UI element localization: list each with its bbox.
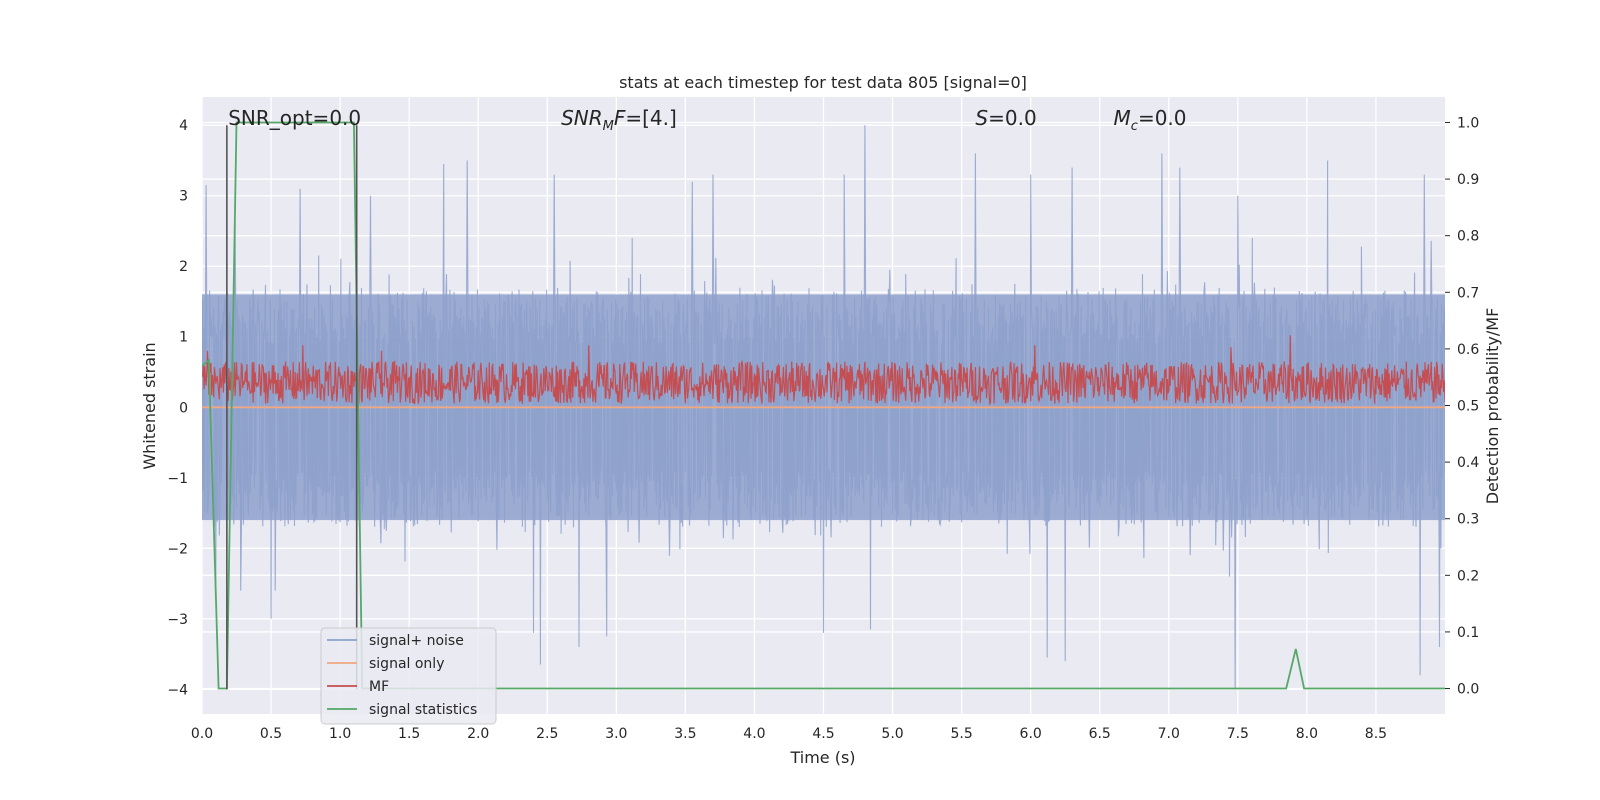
x-tick-label: 2.5 (536, 726, 558, 742)
x-tick-label: 7.0 (1158, 726, 1180, 742)
x-tick-label: 7.5 (1227, 726, 1249, 742)
x-tick-label: 6.0 (1020, 726, 1042, 742)
left-y-axis-label: Whitened strain (140, 342, 159, 469)
annotation-part: =[4.] (625, 106, 676, 130)
x-tick-label: 2.0 (467, 726, 489, 742)
right-y-tick-label: 0.2 (1457, 568, 1479, 584)
annotation-part: M (1114, 106, 1131, 130)
right-y-tick-labels: 1.0 0.9 0.8 0.7 0.6 0.5 0.4 0.3 0.2 0.1 0.0 (1445, 115, 1479, 698)
x-tick-label: 5.5 (950, 726, 972, 742)
chart-title: stats at each timestep for test data 805… (619, 73, 1027, 92)
right-y-tick-label: 0.0 (1457, 682, 1479, 698)
left-y-tick-label: −1 (167, 471, 188, 487)
right-y-tick-label: 0.7 (1457, 285, 1479, 301)
legend: signal+ noise signal only MF signal statist… (320, 627, 497, 725)
left-y-tick-label: 1 (179, 330, 188, 346)
x-axis-label: Time (s) (789, 748, 855, 767)
x-tick-label: 0.5 (260, 726, 282, 742)
x-tick-label: 6.5 (1089, 726, 1111, 742)
annotations: SNR_opt=0.0 SNRMF=[4.] S=0.0 Mc=0.0 (228, 106, 1186, 134)
legend-label: signal+ noise (369, 633, 464, 649)
x-tick-labels: 0.0 0.5 1.0 1.5 2.0 2.5 3.0 3.5 4.0 4.5 5.0 5.5 6.0 6… (191, 726, 1387, 742)
right-y-tick-label: 0.9 (1457, 172, 1479, 188)
legend-label: MF (369, 679, 389, 695)
x-tick-label: 3.0 (605, 726, 627, 742)
x-tick-label: 3.5 (674, 726, 696, 742)
series-layer (202, 121, 1445, 690)
series-mf-line (202, 335, 1445, 406)
annotation-part: F (614, 106, 626, 130)
x-tick-label: 5.0 (881, 726, 903, 742)
right-y-tick-label: 0.5 (1457, 399, 1479, 415)
series-signal-statistics-line (202, 121, 1445, 690)
x-tick-label: 8.0 (1296, 726, 1318, 742)
x-tick-label: 0.0 (191, 726, 213, 742)
right-y-tick-label: 0.1 (1457, 625, 1479, 641)
legend-label: signal statistics (369, 702, 477, 718)
x-tick-label: 4.0 (743, 726, 765, 742)
annotation-part: M (603, 119, 614, 134)
right-y-tick-label: 1.0 (1457, 115, 1479, 131)
left-y-tick-label: −4 (167, 682, 188, 698)
annotation-text: S=0.0 (975, 106, 1036, 130)
right-y-tick-label: 0.3 (1457, 512, 1479, 528)
annotation-text: SNR_opt=0.0 (228, 106, 361, 130)
left-y-tick-label: −2 (167, 541, 188, 557)
x-tick-label: 8.5 (1365, 726, 1387, 742)
left-y-tick-label: −3 (167, 612, 188, 628)
left-y-tick-label: 3 (179, 189, 188, 205)
left-y-tick-labels: 4 3 2 1 0 −1 −2 −3 −4 (167, 118, 188, 698)
annotation-part: SNR_opt=0.0 (228, 106, 361, 130)
left-y-tick-label: 0 (179, 400, 188, 416)
right-y-tick-label: 0.4 (1457, 455, 1479, 471)
x-tick-label: 1.5 (398, 726, 420, 742)
annotation-part: SNR (561, 106, 603, 130)
annotation-part: =0.0 (988, 106, 1037, 130)
x-tick-label: 1.0 (329, 726, 351, 742)
annotation-part: c (1131, 119, 1138, 134)
annotation-part: =0.0 (1138, 106, 1187, 130)
left-y-tick-label: 2 (179, 259, 188, 275)
right-y-axis-label: Detection probability/MF (1483, 308, 1502, 505)
x-tick-label: 4.5 (812, 726, 834, 742)
right-y-tick-label: 0.8 (1457, 229, 1479, 245)
legend-label: signal only (369, 656, 444, 672)
annotation-text: Mc=0.0 (1114, 106, 1187, 134)
left-y-tick-label: 4 (179, 118, 188, 134)
annotation-part: S (975, 106, 988, 130)
right-y-tick-label: 0.6 (1457, 342, 1479, 358)
annotation-text: SNRMF=[4.] (561, 106, 677, 134)
legend-box (320, 627, 497, 725)
